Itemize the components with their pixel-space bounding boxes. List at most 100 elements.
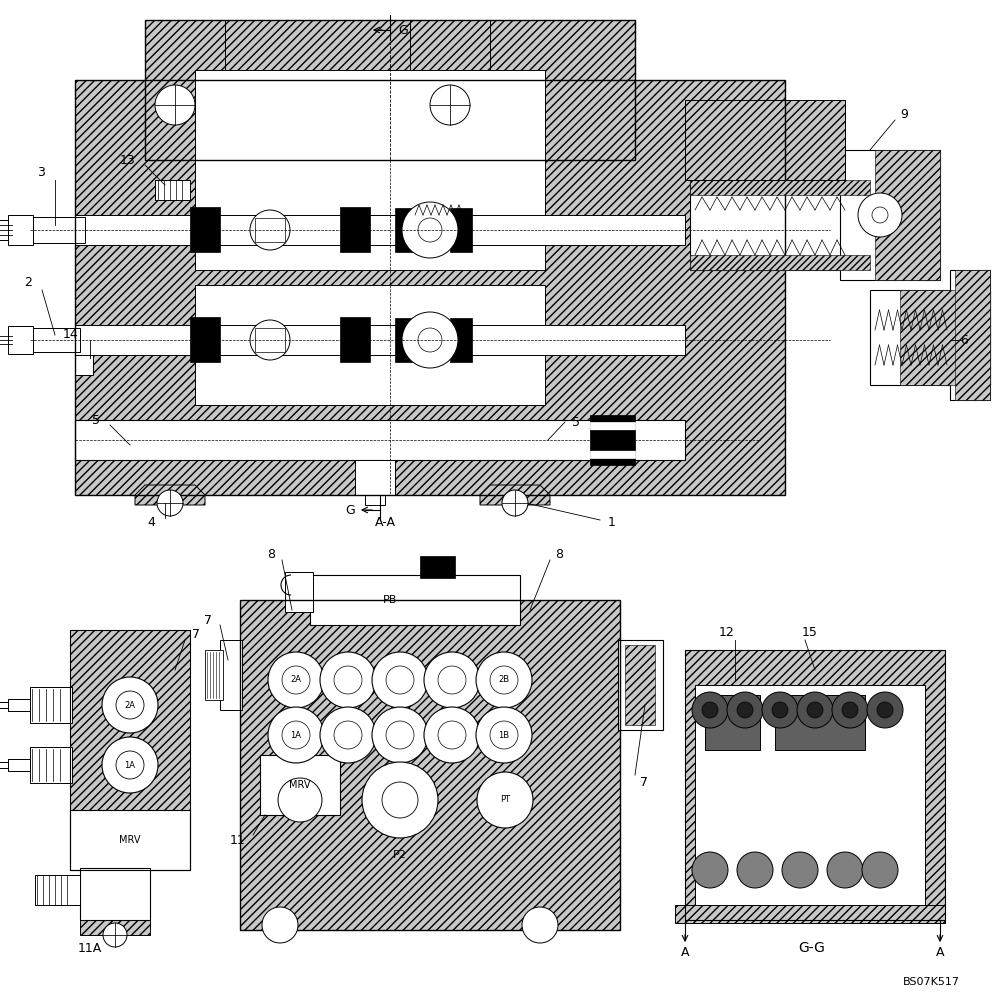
Text: PB: PB bbox=[383, 595, 397, 605]
Circle shape bbox=[424, 652, 480, 708]
Bar bbox=[80, 868, 150, 920]
Circle shape bbox=[402, 202, 458, 258]
Bar bbox=[705, 695, 760, 750]
Circle shape bbox=[490, 721, 518, 749]
Circle shape bbox=[827, 852, 863, 888]
Polygon shape bbox=[135, 485, 205, 505]
Circle shape bbox=[424, 707, 480, 763]
Circle shape bbox=[262, 222, 278, 238]
Bar bbox=[950, 270, 990, 400]
Text: 15: 15 bbox=[802, 626, 818, 639]
Circle shape bbox=[877, 702, 893, 718]
Circle shape bbox=[490, 666, 518, 694]
Bar bbox=[75, 355, 93, 375]
Text: 1B: 1B bbox=[498, 730, 510, 740]
Text: 9: 9 bbox=[900, 108, 908, 121]
Bar bbox=[70, 630, 190, 870]
Text: MRV: MRV bbox=[119, 835, 141, 845]
Bar bbox=[220, 640, 242, 710]
Bar bbox=[145, 20, 635, 160]
Circle shape bbox=[762, 692, 798, 728]
Text: 1: 1 bbox=[608, 516, 616, 528]
Circle shape bbox=[727, 692, 763, 728]
Circle shape bbox=[250, 210, 290, 250]
Text: A: A bbox=[936, 946, 944, 958]
Bar bbox=[685, 650, 945, 920]
Bar bbox=[240, 600, 620, 930]
Bar bbox=[260, 755, 340, 815]
Bar bbox=[70, 630, 190, 870]
Bar bbox=[395, 208, 417, 252]
Bar bbox=[30, 747, 72, 783]
Bar bbox=[75, 420, 685, 460]
Text: 2A: 2A bbox=[290, 676, 302, 684]
Circle shape bbox=[262, 907, 298, 943]
Bar bbox=[840, 150, 940, 280]
Text: 8: 8 bbox=[267, 548, 275, 562]
Bar bbox=[30, 217, 85, 243]
Bar bbox=[70, 810, 190, 870]
Text: PT: PT bbox=[500, 796, 510, 804]
Text: 7: 7 bbox=[640, 776, 648, 788]
Bar bbox=[685, 100, 845, 180]
Bar bbox=[80, 868, 150, 920]
Circle shape bbox=[334, 721, 362, 749]
Polygon shape bbox=[410, 20, 490, 80]
Text: 3: 3 bbox=[37, 165, 45, 178]
Text: G: G bbox=[398, 23, 408, 36]
Circle shape bbox=[155, 85, 195, 125]
Circle shape bbox=[362, 762, 438, 838]
Bar bbox=[8, 215, 33, 245]
Text: 11: 11 bbox=[229, 834, 245, 846]
Text: 7: 7 bbox=[192, 629, 200, 642]
Bar bbox=[675, 905, 945, 923]
Text: 14: 14 bbox=[62, 328, 78, 342]
Bar bbox=[30, 687, 72, 723]
Bar bbox=[685, 100, 845, 180]
Text: 6: 6 bbox=[960, 334, 968, 347]
Bar bbox=[255, 218, 285, 242]
Circle shape bbox=[116, 751, 144, 779]
Bar bbox=[690, 180, 870, 195]
Text: 7: 7 bbox=[204, 613, 212, 626]
Bar bbox=[340, 207, 370, 252]
Circle shape bbox=[386, 666, 414, 694]
Bar bbox=[30, 328, 80, 352]
Text: 1A: 1A bbox=[124, 760, 136, 770]
Circle shape bbox=[438, 721, 466, 749]
Bar bbox=[195, 285, 545, 405]
Polygon shape bbox=[480, 485, 550, 505]
Bar bbox=[875, 150, 940, 280]
Bar bbox=[190, 207, 220, 252]
Bar bbox=[625, 645, 655, 725]
Circle shape bbox=[116, 691, 144, 719]
Circle shape bbox=[402, 312, 458, 368]
Bar bbox=[240, 600, 620, 930]
Bar bbox=[145, 20, 635, 160]
Text: 2B: 2B bbox=[498, 676, 510, 684]
Circle shape bbox=[692, 852, 728, 888]
Circle shape bbox=[268, 652, 324, 708]
Circle shape bbox=[418, 218, 442, 242]
Bar bbox=[155, 180, 190, 200]
Circle shape bbox=[737, 852, 773, 888]
Circle shape bbox=[282, 666, 310, 694]
Bar bbox=[618, 640, 663, 730]
Circle shape bbox=[476, 707, 532, 763]
Circle shape bbox=[872, 207, 888, 223]
Circle shape bbox=[103, 923, 127, 947]
Circle shape bbox=[278, 778, 322, 822]
Bar bbox=[690, 180, 870, 270]
Text: A: A bbox=[681, 946, 689, 958]
Circle shape bbox=[438, 666, 466, 694]
Circle shape bbox=[102, 737, 158, 793]
Text: 11A: 11A bbox=[78, 942, 102, 954]
Circle shape bbox=[858, 193, 902, 237]
Text: A-A: A-A bbox=[375, 516, 396, 528]
Polygon shape bbox=[145, 20, 225, 80]
Circle shape bbox=[522, 907, 558, 943]
Circle shape bbox=[476, 652, 532, 708]
Text: P2: P2 bbox=[393, 850, 407, 860]
Bar bbox=[205, 650, 223, 700]
Bar bbox=[8, 326, 33, 354]
